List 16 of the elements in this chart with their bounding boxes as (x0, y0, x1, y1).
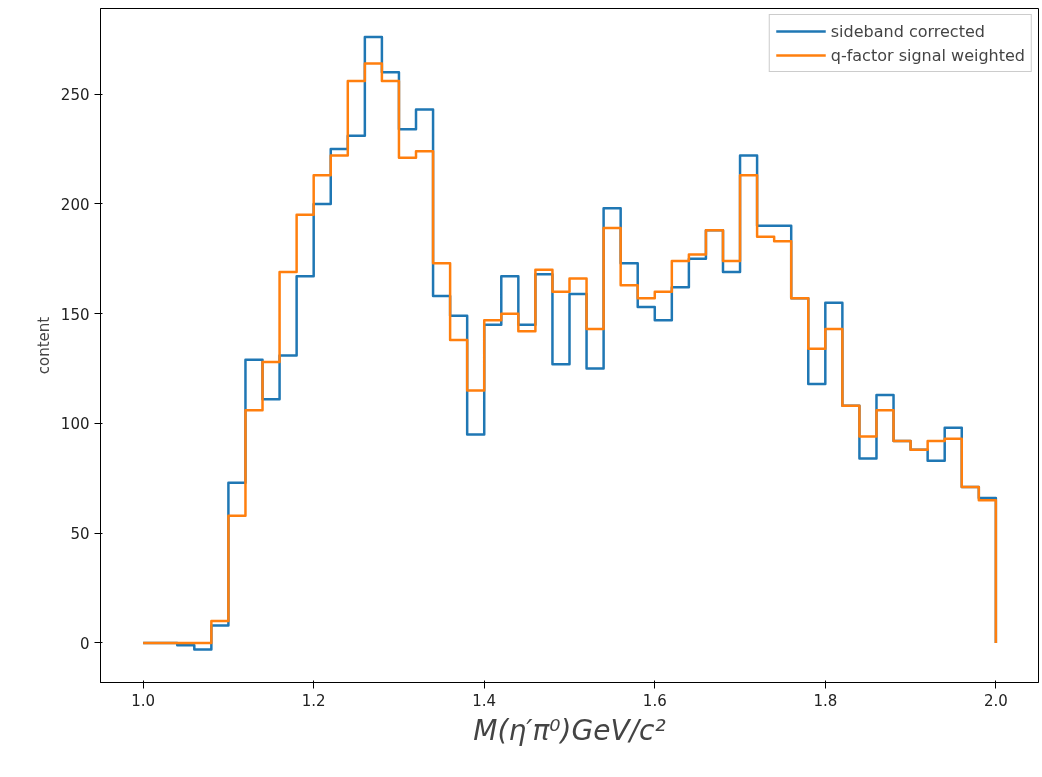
x-tick-label: 1.4 (472, 691, 497, 710)
x-axis-title: M(η′π⁰)GeV/c² (473, 713, 666, 747)
y-tick-label: 250 (60, 86, 90, 105)
legend-label: sideband corrected (830, 21, 985, 41)
y-tick-label: 200 (60, 195, 90, 214)
x-tick-label: 1.8 (813, 691, 838, 710)
y-axis-title: content (34, 316, 53, 375)
x-tick-label: 1.2 (301, 691, 326, 710)
x-tick-label: 2.0 (983, 691, 1008, 710)
y-tick-label: 50 (70, 525, 90, 544)
y-tick-label: 150 (60, 305, 90, 324)
x-tick-label: 1.0 (131, 691, 156, 710)
legend-label: q-factor signal weighted (830, 45, 1025, 65)
x-tick-label: 1.6 (642, 691, 667, 710)
y-tick-label: 100 (60, 415, 90, 434)
y-tick-label: 0 (79, 634, 90, 653)
